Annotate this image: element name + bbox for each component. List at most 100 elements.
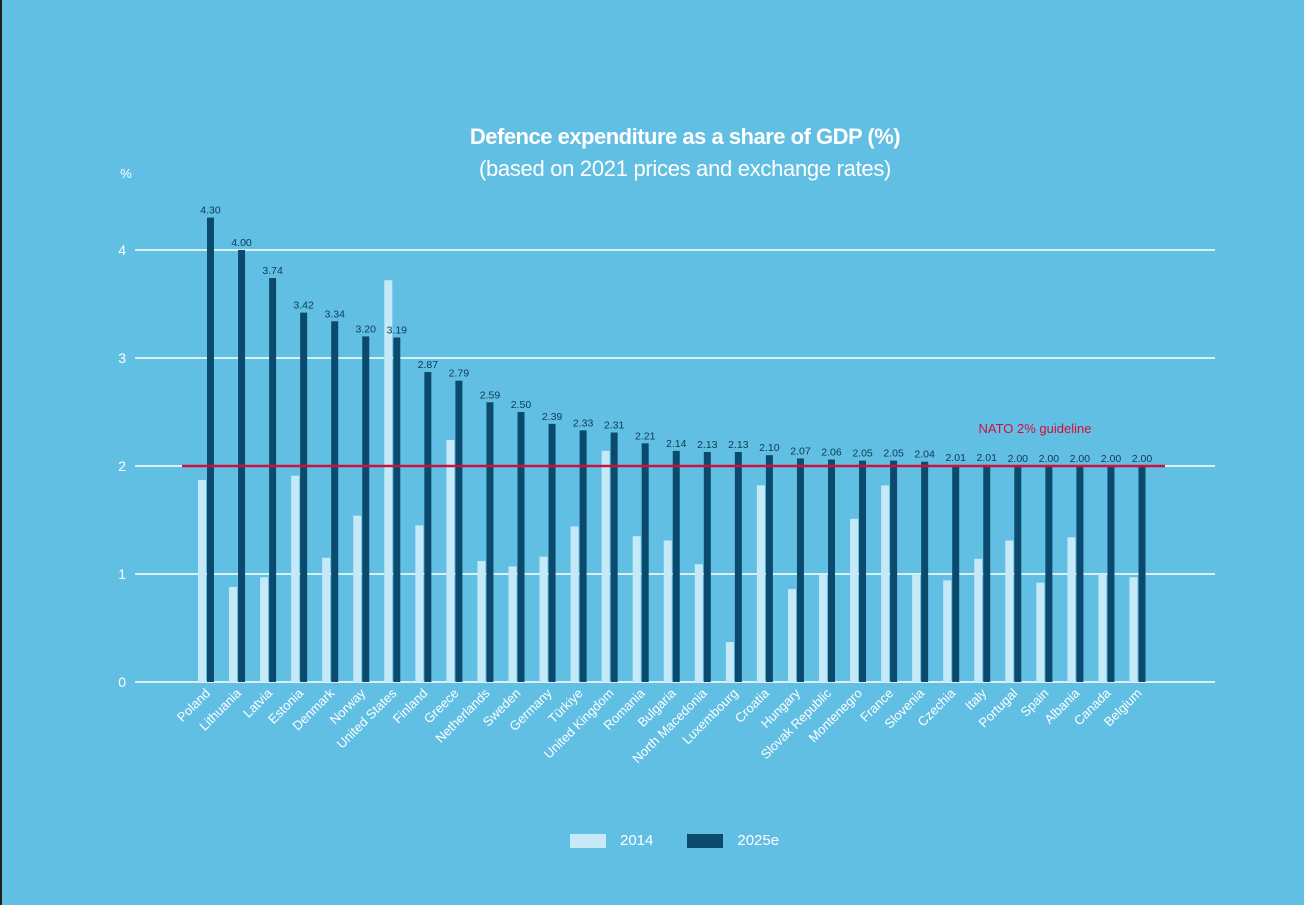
bar-2014-canada xyxy=(1098,574,1107,682)
data-label: 2.00 xyxy=(1008,453,1029,465)
bar-2014-france xyxy=(881,485,890,682)
bar-2025e-montenegro xyxy=(859,460,867,682)
y-axis-unit: % xyxy=(120,166,132,181)
data-label: 2.79 xyxy=(449,368,470,380)
bar-2014-albania xyxy=(1067,537,1076,682)
legend-item-2025e: 2025e xyxy=(687,832,779,849)
bar-2014-poland xyxy=(198,480,206,682)
bar-2014-spain xyxy=(1036,582,1045,682)
data-label: 3.34 xyxy=(324,308,345,320)
chart-subtitle: (based on 2021 prices and exchange rates… xyxy=(478,156,892,181)
data-label: 2.33 xyxy=(573,417,594,429)
bar-2014-hungary xyxy=(787,589,796,682)
data-label: 2.21 xyxy=(635,430,656,442)
chart-legend: 2014 2025e xyxy=(570,832,813,849)
bar-2014-luxembourg xyxy=(725,642,734,682)
bar-2025e-denmark xyxy=(331,321,339,682)
chart-title-block: Defence expenditure as a share of GDP (%… xyxy=(0,124,1304,182)
bar-2014-czechia xyxy=(943,580,952,682)
data-label: 2.59 xyxy=(480,389,501,401)
bar-2014-denmark xyxy=(322,557,331,682)
bar-2025e-bulgaria xyxy=(672,450,680,682)
bar-2025e-spain xyxy=(1045,466,1053,682)
bar-2025e-croatia xyxy=(765,455,773,682)
y-tick-label: 3 xyxy=(118,350,126,366)
data-label: 2.05 xyxy=(852,448,873,460)
data-label: 2.31 xyxy=(604,420,625,432)
data-label: 2.87 xyxy=(418,359,439,371)
bar-2025e-portugal xyxy=(1014,466,1022,682)
bar-2025e-north-macedonia xyxy=(703,451,711,682)
bar-2014-montenegro xyxy=(850,518,859,682)
data-label: 2.07 xyxy=(790,445,811,457)
data-label: 2.10 xyxy=(759,442,780,454)
bar-2025e-poland xyxy=(207,217,214,682)
bar-2014-united-states xyxy=(384,280,393,682)
bar-2014-netherlands xyxy=(477,561,486,682)
bar-2014-finland xyxy=(415,525,424,682)
legend-label-2025e: 2025e xyxy=(737,832,780,849)
y-tick-label: 2 xyxy=(118,458,126,474)
bar-2014-slovenia xyxy=(912,575,921,682)
data-label: 3.19 xyxy=(387,324,408,336)
legend-item-2014: 2014 xyxy=(570,832,653,849)
data-label: 2.06 xyxy=(821,447,842,459)
data-label: 3.20 xyxy=(356,323,377,335)
bar-2025e-france xyxy=(890,460,898,682)
bar-2014-norway xyxy=(353,515,362,682)
data-label: 2.01 xyxy=(977,452,998,464)
data-label: 2.00 xyxy=(1070,453,1091,465)
y-tick-label: 0 xyxy=(118,674,126,690)
nato-guideline-label: NATO 2% guideline xyxy=(979,421,1092,436)
bar-2014-united-kingdom xyxy=(601,450,610,682)
bar-2014-germany xyxy=(539,556,548,682)
data-label: 4.00 xyxy=(231,237,252,249)
bar-2025e-greece xyxy=(455,380,463,682)
data-label: 2.04 xyxy=(914,449,935,461)
data-label: 2.50 xyxy=(511,399,532,411)
data-label: 2.13 xyxy=(728,439,749,451)
bar-2014-romania xyxy=(632,536,641,682)
y-tick-label: 1 xyxy=(118,566,126,582)
bar-2014-latvia xyxy=(260,577,269,682)
bar-2025e-netherlands xyxy=(486,402,494,682)
bar-2025e-united-states xyxy=(393,337,401,682)
data-label: 2.00 xyxy=(1101,453,1122,465)
data-label: 2.14 xyxy=(666,438,687,450)
y-tick-label: 4 xyxy=(118,242,126,258)
legend-label-2014: 2014 xyxy=(620,832,654,849)
data-label: 2.39 xyxy=(542,411,563,423)
bar-2025e-italy xyxy=(983,464,991,682)
bar-2025e-belgium xyxy=(1138,466,1146,682)
data-label: 2.01 xyxy=(945,452,966,464)
bar-2014-croatia xyxy=(756,485,765,682)
bar-2025e-czechia xyxy=(952,464,960,682)
bar-2014-greece xyxy=(446,440,455,682)
bar-2014-north-macedonia xyxy=(694,564,703,682)
data-label: 2.13 xyxy=(697,439,718,451)
data-label: 4.30 xyxy=(200,205,221,217)
chart-title: Defence expenditure as a share of GDP (%… xyxy=(469,124,901,149)
bar-2025e-germany xyxy=(548,423,556,682)
bar-2025e-united-kingdom xyxy=(610,432,618,682)
bar-2014-portugal xyxy=(1005,540,1014,682)
bar-2025e-canada xyxy=(1107,466,1115,682)
legend-swatch-2014 xyxy=(570,833,606,848)
data-label: 3.42 xyxy=(293,300,314,312)
data-label: 2.00 xyxy=(1132,453,1153,465)
data-label: 3.74 xyxy=(262,265,283,277)
bar-2025e-norway xyxy=(362,336,370,682)
bar-2014-sweden xyxy=(508,566,517,682)
bar-2014-bulgaria xyxy=(663,540,672,682)
bar-2025e-slovak-republic xyxy=(828,459,835,682)
bar-2014-slovak-republic xyxy=(819,575,827,682)
bar-2025e-sweden xyxy=(517,412,525,682)
bar-2025e-hungary xyxy=(796,458,804,682)
bar-2025e-estonia xyxy=(300,312,308,682)
legend-swatch-2025e xyxy=(687,833,724,848)
bar-2014-estonia xyxy=(291,475,300,682)
bar-2025e-latvia xyxy=(269,278,277,682)
data-label: 2.00 xyxy=(1039,453,1060,465)
bar-2025e-slovenia xyxy=(921,461,929,682)
